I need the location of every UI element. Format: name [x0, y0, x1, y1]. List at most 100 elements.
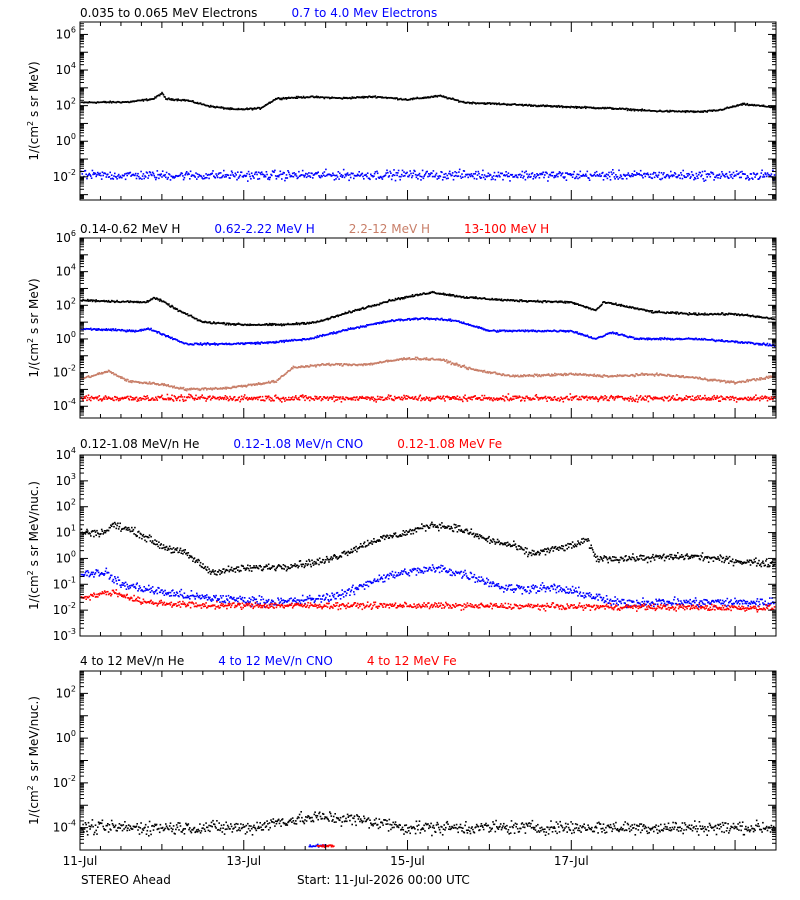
data-point [291, 367, 294, 370]
data-point [305, 172, 307, 175]
data-point [300, 365, 302, 367]
data-point [221, 388, 224, 390]
data-point [487, 372, 490, 374]
data-point [639, 308, 641, 310]
data-point [256, 107, 258, 109]
data-point [341, 176, 343, 178]
data-point [382, 321, 384, 324]
data-point [160, 395, 162, 398]
data-point [482, 327, 484, 330]
data-point [632, 374, 635, 376]
data-point [401, 359, 404, 361]
data-point [269, 176, 271, 179]
data-point [679, 375, 681, 378]
data-point [632, 173, 635, 176]
data-point [272, 341, 275, 343]
legend-entry: 0.14-0.62 MeV H [80, 222, 180, 236]
data-point [493, 171, 496, 174]
data-point [576, 331, 579, 333]
data-point [577, 177, 579, 180]
data-point [557, 175, 559, 178]
data-point [677, 175, 679, 178]
data-point [213, 342, 216, 344]
data-point [119, 399, 121, 401]
data-point [154, 176, 156, 179]
data-point [630, 109, 633, 112]
data-point [211, 397, 213, 399]
data-point [421, 358, 424, 360]
data-point [730, 176, 732, 178]
data-point [643, 373, 645, 375]
data-point [633, 170, 636, 172]
data-point [475, 368, 477, 371]
data-point [218, 172, 220, 174]
data-point [575, 107, 578, 109]
data-point [380, 96, 383, 99]
data-point [243, 174, 246, 177]
data-point [519, 375, 521, 378]
data-point [647, 310, 650, 312]
data-point [496, 372, 498, 375]
data-point [254, 343, 257, 345]
data-point [458, 320, 460, 322]
data-point [640, 338, 643, 340]
data-point [116, 299, 118, 302]
data-point [182, 178, 185, 181]
data-point [382, 175, 384, 178]
data-point [195, 172, 197, 174]
data-point [764, 378, 766, 380]
data-point [176, 339, 179, 341]
data-point [706, 378, 708, 381]
data-point [714, 176, 717, 179]
data-point [495, 299, 497, 301]
data-point [139, 328, 142, 331]
data-point [301, 339, 303, 342]
data-point [527, 175, 530, 178]
x-axis-ticks [79, 22, 777, 200]
data-point [445, 172, 447, 175]
data-point [172, 400, 175, 402]
data-point [448, 294, 450, 297]
data-point [651, 177, 654, 180]
data-point [314, 173, 316, 175]
data-point [359, 326, 361, 329]
data-point [342, 97, 344, 100]
data-point [550, 373, 553, 376]
data-point [281, 375, 284, 377]
data-point [669, 337, 671, 340]
data-point [335, 332, 337, 335]
data-point [352, 172, 354, 175]
data-point [639, 109, 642, 111]
data-point [471, 368, 473, 371]
data-point [227, 174, 230, 177]
data-point [271, 322, 274, 325]
data-point [582, 334, 585, 336]
data-point [566, 172, 568, 174]
data-point [422, 177, 425, 180]
data-point [166, 178, 169, 180]
data-point [250, 172, 253, 174]
data-point [513, 375, 515, 377]
data-point [84, 397, 87, 399]
data-point [548, 300, 551, 303]
data-point [253, 177, 255, 179]
data-point [318, 175, 320, 177]
data-point [100, 101, 102, 103]
data-point [564, 374, 567, 377]
data-point [603, 374, 606, 376]
data-point [203, 321, 206, 324]
data-point [525, 300, 527, 302]
data-point [674, 311, 677, 314]
data-point [606, 177, 609, 180]
data-point [456, 363, 459, 366]
data-point [594, 171, 596, 174]
data-point [331, 332, 333, 334]
data-point [647, 373, 650, 376]
data-point [202, 388, 205, 391]
data-point [144, 398, 146, 401]
data-point [514, 174, 517, 177]
data-point [340, 174, 343, 176]
data-point [161, 170, 164, 172]
data-point [552, 171, 555, 174]
data-point [458, 364, 461, 366]
